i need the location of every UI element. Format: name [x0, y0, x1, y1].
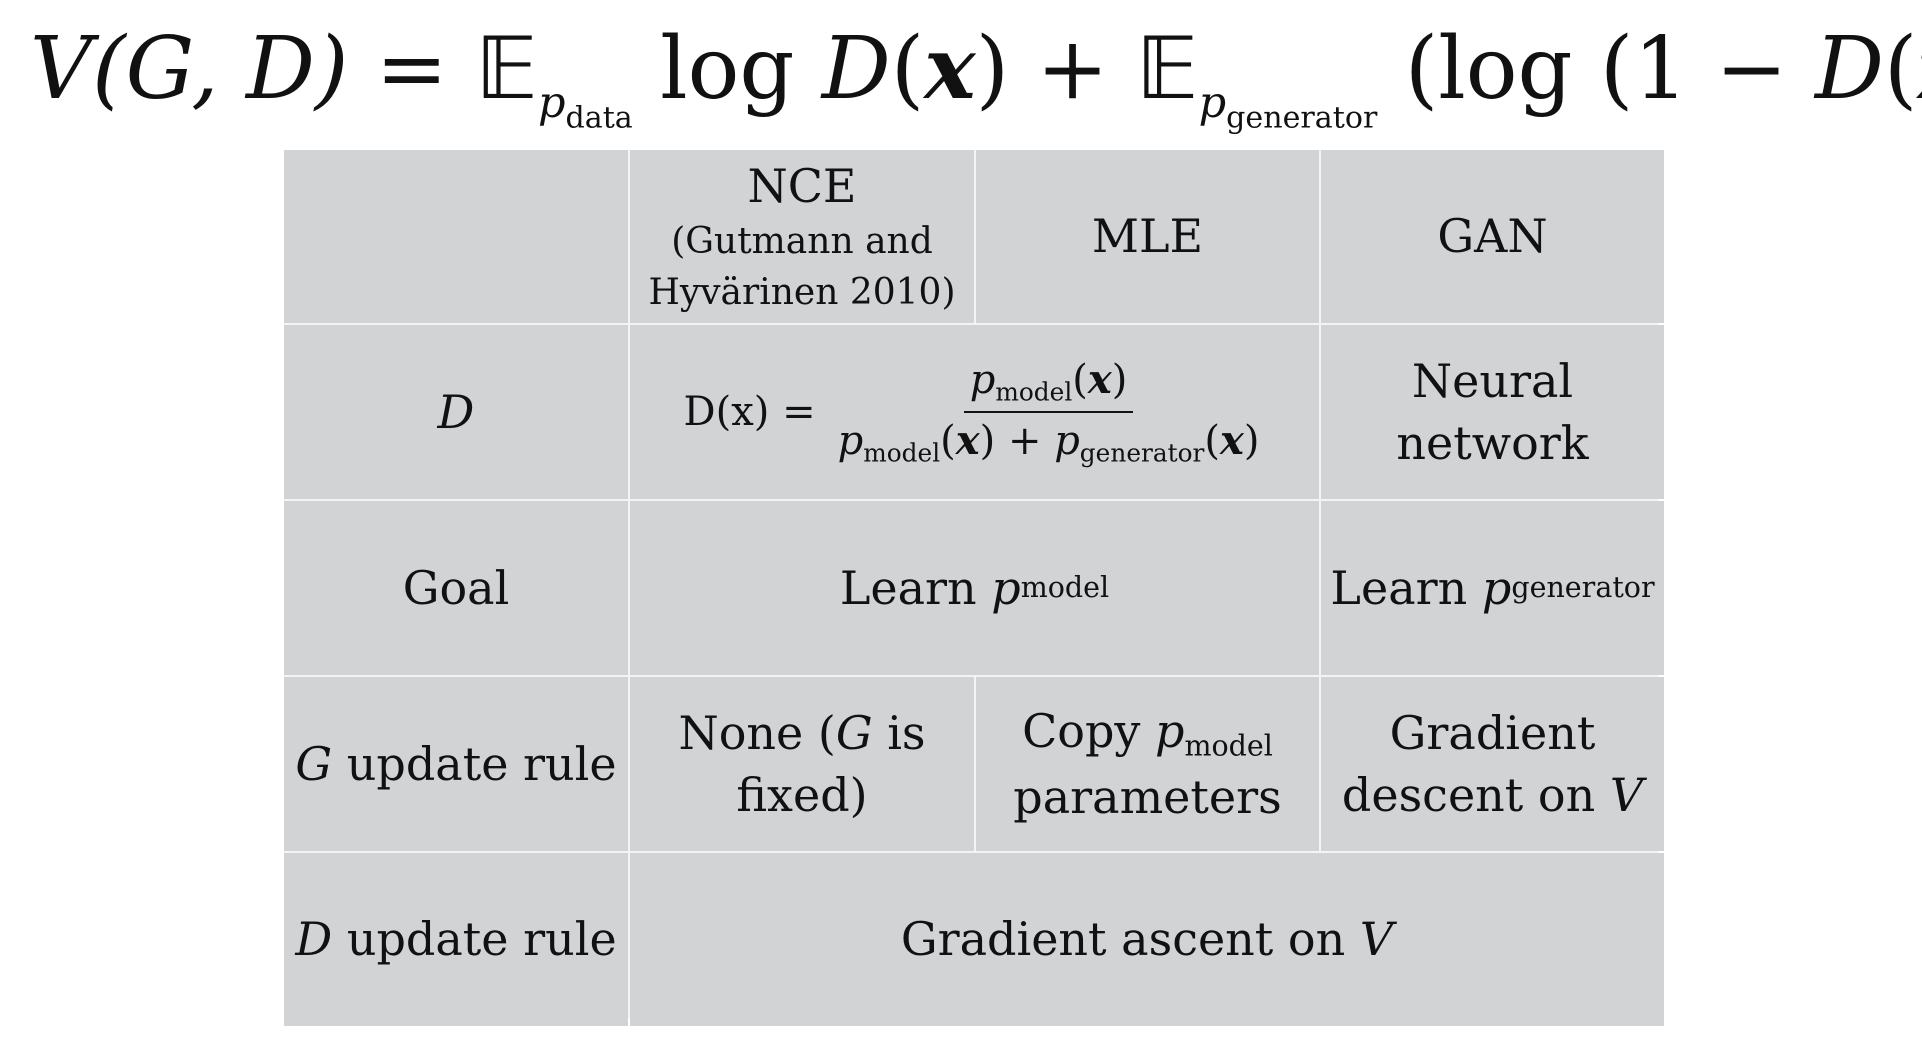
- formula-log-open: (log (1 −: [1404, 19, 1788, 119]
- row-g-update-nce: None (G is fixed): [630, 677, 974, 851]
- header-empty-cell: [284, 150, 628, 323]
- row-d-update-label-var: D: [295, 912, 333, 967]
- row-goal-nce-mle: Learn p model: [630, 501, 1319, 675]
- row-goal-gan-sub: generator: [1511, 570, 1655, 604]
- row-goal-nce-mle-sub: model: [1020, 570, 1110, 604]
- gan-descent-on: descent on: [1341, 768, 1596, 822]
- num-x: x: [1087, 355, 1112, 403]
- row-d-update-label: D update rule: [284, 853, 628, 1026]
- mle-p: p: [1155, 703, 1185, 758]
- row-d-update-label-rest: update rule: [346, 912, 617, 967]
- den-p1: p: [837, 418, 864, 464]
- header-nce-title: NCE: [747, 159, 857, 214]
- row-g-update-mle: Copy pmodel parameters: [976, 677, 1319, 851]
- row-goal-nce-mle-prefix: Learn: [839, 560, 977, 615]
- nce-g-var: G: [835, 705, 873, 760]
- row-goal-gan-p: p: [1481, 560, 1512, 615]
- row-d-nce-mle-formula: D(x) = pmodel(x) pmodel(x) + pgenerator(…: [630, 325, 1319, 499]
- header-nce-cite-line2: Hyvärinen 2010): [648, 271, 956, 313]
- row-g-update-nce-line2: fixed): [736, 768, 868, 822]
- row-g-update-label: G update rule: [284, 677, 628, 851]
- formula-sub-data: data: [565, 100, 633, 136]
- den-p2: p: [1054, 418, 1080, 464]
- header-mle: MLE: [976, 150, 1319, 323]
- row-d-update-all: Gradient ascent on V: [630, 853, 1664, 1026]
- row-d-eq-left: D(x) =: [683, 389, 816, 435]
- mle-sub: model: [1184, 729, 1273, 763]
- row-goal-gan-prefix: Learn: [1330, 560, 1468, 615]
- row-goal-nce-mle-p: p: [991, 560, 1021, 615]
- row-d-update-prefix: Gradient ascent on: [900, 912, 1346, 967]
- den-sub2: generator: [1079, 438, 1205, 468]
- mle-copy: Copy: [1022, 703, 1141, 758]
- gan-v-var: V: [1609, 768, 1644, 822]
- header-nce-cite-line1: (Gutmann and: [671, 221, 933, 263]
- row-d-fraction-denominator: pmodel(x) + pgenerator(x): [837, 417, 1260, 468]
- value-function-formula: V(G, D) = 𝔼pdata log D(x) + 𝔼pgenerator …: [30, 14, 1922, 136]
- nce-is: is: [887, 705, 926, 760]
- formula-plus: +: [1036, 19, 1109, 119]
- row-d-fraction: pmodel(x) pmodel(x) + pgenerator(x): [832, 356, 1266, 468]
- row-d-label-text: D: [437, 384, 475, 439]
- row-goal-label: Goal: [284, 501, 628, 675]
- row-g-update-nce-line1: None (G is: [678, 702, 925, 764]
- header-nce: NCE (Gutmann and Hyvärinen 2010): [630, 150, 974, 323]
- row-d-fraction-numerator: pmodel(x): [963, 355, 1134, 413]
- row-d-label: D: [284, 325, 628, 499]
- formula-x-2: x: [1917, 18, 1922, 119]
- formula-log-1: log: [660, 19, 795, 119]
- expectation-symbol-2: 𝔼: [1135, 19, 1199, 119]
- header-gan: GAN: [1321, 150, 1664, 323]
- num-sub: model: [995, 377, 1073, 407]
- row-g-update-label-var: G: [295, 736, 333, 791]
- den-x1: x: [955, 417, 980, 464]
- den-x2: x: [1219, 417, 1244, 464]
- den-sub1: model: [863, 438, 941, 468]
- formula-p1: p: [537, 78, 566, 129]
- comparison-table: NCE (Gutmann and Hyvärinen 2010) MLE GAN…: [284, 150, 1664, 1026]
- row-goal-label-text: Goal: [402, 560, 510, 615]
- formula-d-1: D: [821, 19, 891, 119]
- row-g-update-gan: Gradient descent on V: [1321, 677, 1664, 851]
- nce-none-prefix: None (: [678, 705, 836, 760]
- row-g-update-mle-line1: Copy pmodel: [1022, 700, 1273, 766]
- header-gan-label: GAN: [1437, 209, 1548, 264]
- num-p: p: [969, 356, 996, 403]
- row-g-update-mle-line2: parameters: [1013, 769, 1282, 824]
- formula-sub-generator: generator: [1226, 100, 1378, 136]
- row-d-gan-line1: Neural: [1411, 353, 1574, 408]
- formula-d-2: D: [1814, 19, 1884, 119]
- expectation-symbol-1: 𝔼: [475, 19, 538, 119]
- row-d-gan-line2: network: [1396, 416, 1589, 470]
- row-g-update-gan-line1: Gradient: [1389, 705, 1596, 760]
- den-plus: +: [1007, 418, 1042, 464]
- formula-p2: p: [1198, 78, 1227, 129]
- row-g-update-label-rest: update rule: [346, 736, 617, 791]
- row-g-update-gan-line2: descent on V: [1342, 764, 1643, 826]
- row-d-gan: Neural network: [1321, 325, 1664, 499]
- header-mle-label: MLE: [1091, 209, 1204, 264]
- row-goal-gan: Learn p generator: [1321, 501, 1664, 675]
- formula-x-1: x: [924, 18, 976, 119]
- row-d-update-var: V: [1359, 912, 1394, 967]
- formula-lhs: V(G, D) =: [30, 19, 448, 119]
